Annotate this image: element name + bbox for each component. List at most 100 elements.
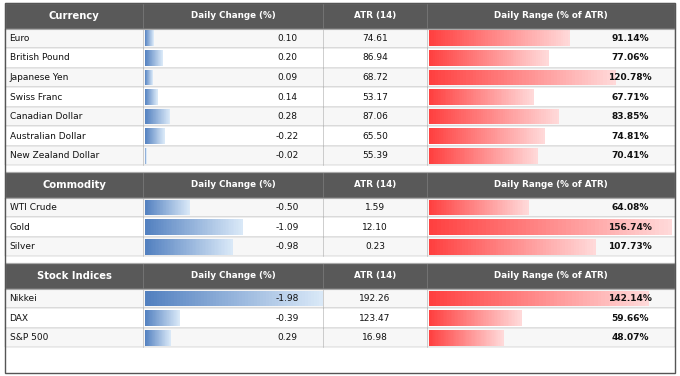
Bar <box>433 128 435 144</box>
Bar <box>158 239 160 255</box>
Bar <box>153 310 154 326</box>
Bar <box>579 219 583 235</box>
Bar <box>498 50 501 66</box>
Bar <box>165 200 166 215</box>
Bar <box>150 239 152 255</box>
Bar <box>505 30 507 46</box>
Bar <box>429 200 431 215</box>
Bar <box>551 30 554 46</box>
Bar <box>466 89 468 105</box>
Bar <box>494 70 498 85</box>
Bar <box>169 200 171 215</box>
Bar <box>473 109 475 124</box>
Bar <box>476 239 479 255</box>
Bar <box>460 330 462 346</box>
Bar <box>430 89 433 105</box>
Bar <box>230 239 231 255</box>
Text: New Zealand Dollar: New Zealand Dollar <box>10 151 99 160</box>
Bar <box>528 128 530 144</box>
Bar <box>532 70 535 85</box>
Bar <box>151 310 152 326</box>
Bar <box>471 128 474 144</box>
Bar <box>206 239 208 255</box>
Bar <box>558 219 563 235</box>
Bar <box>455 310 457 326</box>
Bar <box>156 330 157 346</box>
Bar <box>583 291 587 306</box>
Text: 142.14%: 142.14% <box>608 294 652 303</box>
Bar <box>627 291 631 306</box>
Bar <box>495 30 498 46</box>
Bar <box>177 310 178 326</box>
Bar <box>146 310 148 326</box>
Bar <box>520 70 523 85</box>
Bar <box>478 310 480 326</box>
Bar <box>290 291 293 306</box>
Bar <box>163 330 164 346</box>
Bar <box>532 148 534 164</box>
Bar <box>437 219 441 235</box>
Bar <box>467 310 469 326</box>
Bar <box>605 291 609 306</box>
Bar <box>449 219 454 235</box>
Bar <box>530 30 532 46</box>
Bar <box>510 219 514 235</box>
Bar <box>202 219 204 235</box>
Bar <box>435 50 437 66</box>
Bar <box>154 310 155 326</box>
Bar <box>539 50 541 66</box>
Bar <box>509 109 511 124</box>
Bar <box>487 50 489 66</box>
Bar <box>432 291 437 306</box>
Bar <box>171 291 175 306</box>
Bar <box>439 50 441 66</box>
Bar <box>533 109 535 124</box>
Bar <box>457 239 460 255</box>
Bar <box>449 330 450 346</box>
Bar <box>200 219 202 235</box>
Bar <box>158 310 159 326</box>
Bar <box>5 172 675 198</box>
Bar <box>513 310 515 326</box>
Bar <box>448 30 450 46</box>
Bar <box>429 89 431 105</box>
Bar <box>320 291 323 306</box>
Bar <box>481 50 483 66</box>
Bar <box>174 310 175 326</box>
Bar <box>520 50 523 66</box>
Bar <box>455 109 458 124</box>
Bar <box>433 109 436 124</box>
Bar <box>160 291 163 306</box>
Bar <box>145 330 146 346</box>
Bar <box>167 239 169 255</box>
Bar <box>183 239 184 255</box>
Bar <box>492 89 494 105</box>
Bar <box>260 291 263 306</box>
Bar <box>458 148 460 164</box>
Bar <box>154 219 156 235</box>
Bar <box>587 291 591 306</box>
Bar <box>535 109 537 124</box>
Text: 120.78%: 120.78% <box>608 73 652 82</box>
Bar <box>146 239 148 255</box>
Bar <box>526 128 528 144</box>
Bar <box>529 70 532 85</box>
Bar <box>492 291 495 306</box>
Bar <box>147 310 148 326</box>
Bar <box>577 239 579 255</box>
Bar <box>518 310 520 326</box>
Bar <box>573 239 577 255</box>
Bar <box>466 109 469 124</box>
Bar <box>528 50 530 66</box>
Bar <box>190 239 192 255</box>
Bar <box>525 148 528 164</box>
Bar <box>211 219 214 235</box>
Bar <box>473 89 475 105</box>
Bar <box>562 239 566 255</box>
Text: 156.74%: 156.74% <box>608 223 652 232</box>
Bar <box>561 291 565 306</box>
Bar <box>5 172 675 198</box>
Bar <box>479 330 480 346</box>
Bar <box>485 50 487 66</box>
Bar <box>229 219 231 235</box>
